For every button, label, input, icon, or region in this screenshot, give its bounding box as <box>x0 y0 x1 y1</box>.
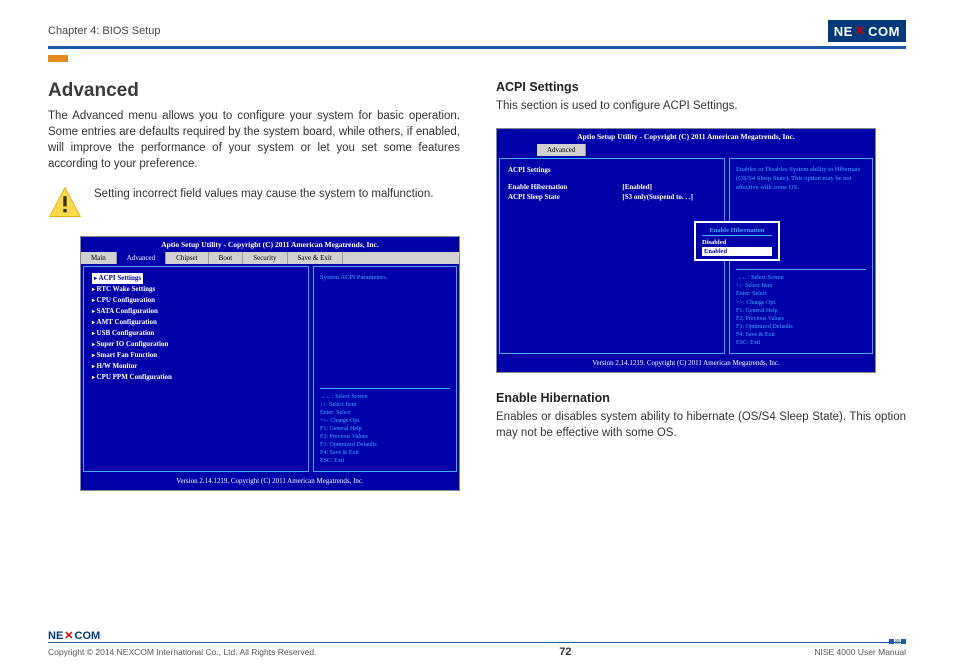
footer-logo: NE✕COM <box>48 629 906 642</box>
enable-hib-heading: Enable Hibernation <box>496 391 906 405</box>
footer-rule <box>48 642 906 643</box>
bios-settings-pane: ACPI Settings Enable Hibernation [Enable… <box>499 158 725 354</box>
bios-item: CPU Configuration <box>92 295 300 306</box>
bios-tab-chipset: Chipset <box>166 252 208 264</box>
bios-item: ACPI Settings <box>92 273 143 284</box>
bios-popup-option: Disabled <box>702 238 772 247</box>
doc-title: NISE 4000 User Manual <box>814 647 906 657</box>
header-rule <box>48 46 906 49</box>
chapter-title: Chapter 4: BIOS Setup <box>48 25 161 37</box>
bios-item: USB Configuration <box>92 328 300 339</box>
bios-item: Smart Fan Function <box>92 350 300 361</box>
bios-tab-main: Main <box>81 252 117 264</box>
bios-tab-boot: Boot <box>209 252 244 264</box>
bios-footer: Version 2.14.1219. Copyright (C) 2011 Am… <box>497 356 875 372</box>
bios-key-help: →←: Select Screen ↑↓: Select Item Enter:… <box>736 269 866 347</box>
section-heading: Advanced <box>48 80 460 102</box>
bios-help-top: Enables or Disables System ability to Hi… <box>736 165 866 192</box>
copyright-text: Copyright © 2014 NEXCOM International Co… <box>48 647 316 657</box>
bios-menu-list: ACPI Settings RTC Wake Settings CPU Conf… <box>83 266 309 472</box>
bios-tabs: Advanced <box>497 144 875 156</box>
intro-text: The Advanced menu allows you to configur… <box>48 108 460 172</box>
enable-hib-text: Enables or disables system ability to hi… <box>496 409 906 441</box>
bios-item: AMT Configuration <box>92 317 300 328</box>
bios-screenshot-advanced: Aptio Setup Utility - Copyright (C) 2011… <box>80 236 460 491</box>
bios-help-top: System ACPI Parameters. <box>320 273 450 282</box>
bios-setting-row: ACPI Sleep State [S3 only(Suspend to. . … <box>508 192 716 203</box>
bios-popup: Enable Hibernation Disabled Enabled <box>694 221 780 261</box>
warning-icon <box>48 186 82 220</box>
bios-item: H/W Monitor <box>92 361 300 372</box>
bios-help-pane: System ACPI Parameters. →←: Select Scree… <box>313 266 457 472</box>
section-tab <box>48 55 68 62</box>
acpi-heading: ACPI Settings <box>496 80 906 94</box>
bios-title: Aptio Setup Utility - Copyright (C) 2011… <box>81 237 459 252</box>
bios-pane-heading: ACPI Settings <box>508 165 716 176</box>
bios-title: Aptio Setup Utility - Copyright (C) 2011… <box>497 129 875 144</box>
bios-item: RTC Wake Settings <box>92 284 300 295</box>
bios-footer: Version 2.14.1219. Copyright (C) 2011 Am… <box>81 474 459 490</box>
bios-tab-security: Security <box>243 252 287 264</box>
bios-tab-save: Save & Exit <box>288 252 343 264</box>
brand-logo: NE✕COM <box>828 20 906 42</box>
bios-tab-advanced: Advanced <box>117 252 166 264</box>
bios-item: CPU PPM Configuration <box>92 372 300 383</box>
bios-tab-advanced: Advanced <box>537 144 586 156</box>
bios-key-help: →←: Select Screen ↑↓: Select Item Enter:… <box>320 388 450 466</box>
acpi-text: This section is used to configure ACPI S… <box>496 98 906 114</box>
bios-screenshot-acpi: Aptio Setup Utility - Copyright (C) 2011… <box>496 128 876 373</box>
bios-popup-option: Enabled <box>702 247 772 256</box>
bios-item: Super IO Configuration <box>92 339 300 350</box>
warning-text: Setting incorrect field values may cause… <box>94 186 433 202</box>
bios-setting-row: Enable Hibernation [Enabled] <box>508 182 716 193</box>
bios-popup-title: Enable Hibernation <box>702 226 772 236</box>
page-number: 72 <box>559 646 571 658</box>
bios-tabs: Main Advanced Chipset Boot Security Save… <box>81 252 459 264</box>
bios-item: SATA Configuration <box>92 306 300 317</box>
